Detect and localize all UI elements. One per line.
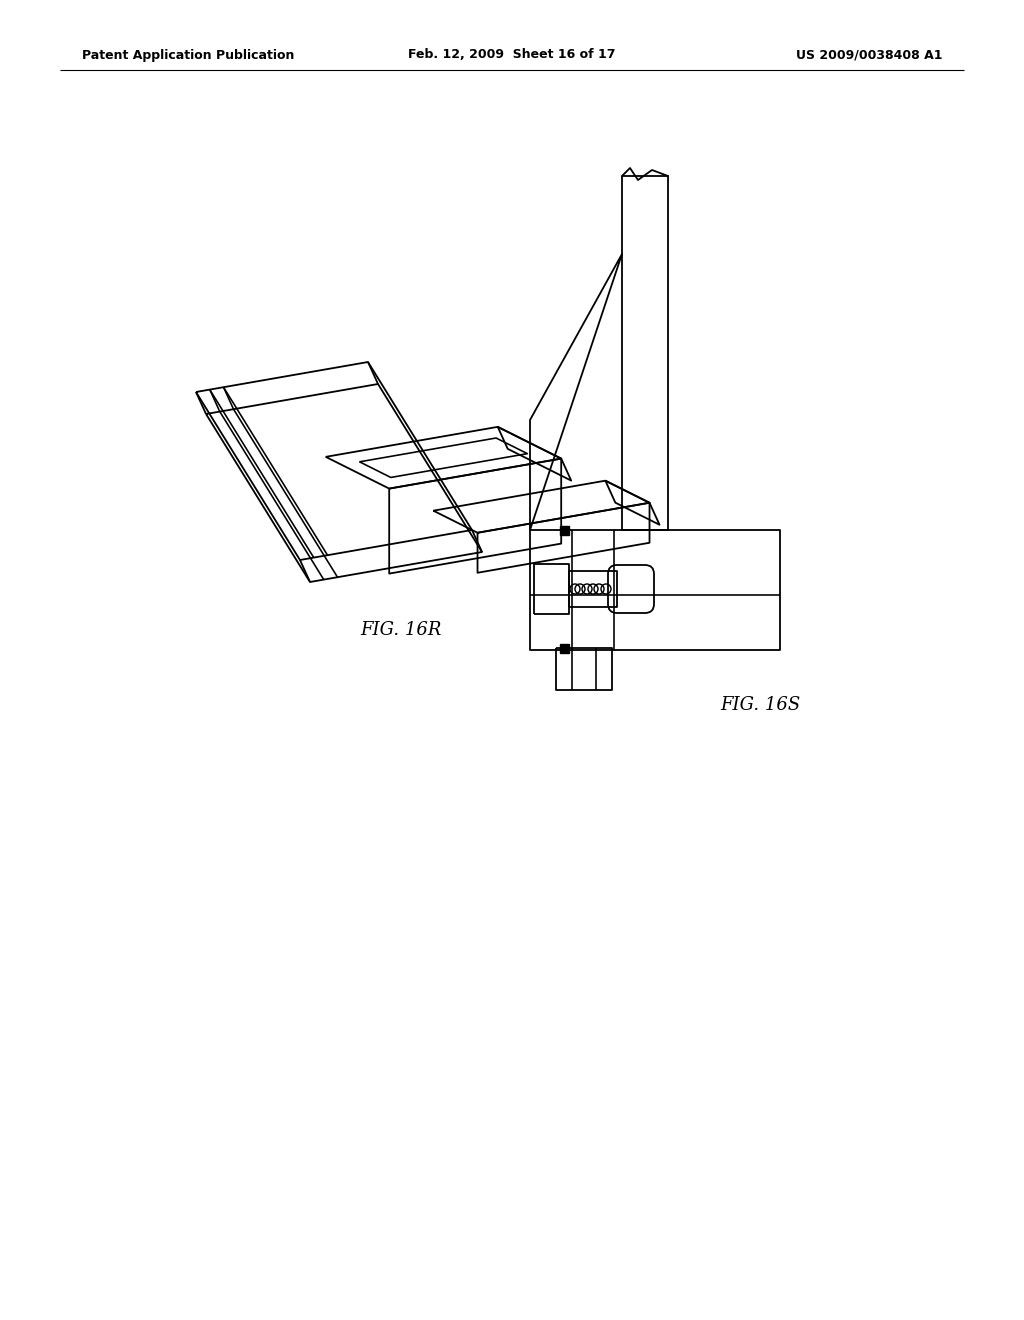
Text: Patent Application Publication: Patent Application Publication: [82, 49, 294, 62]
Bar: [559, 644, 568, 652]
Text: FIG. 16S: FIG. 16S: [720, 696, 800, 714]
Text: US 2009/0038408 A1: US 2009/0038408 A1: [796, 49, 942, 62]
Text: FIG. 16R: FIG. 16R: [360, 620, 441, 639]
Bar: [559, 525, 568, 535]
Text: Feb. 12, 2009  Sheet 16 of 17: Feb. 12, 2009 Sheet 16 of 17: [409, 49, 615, 62]
